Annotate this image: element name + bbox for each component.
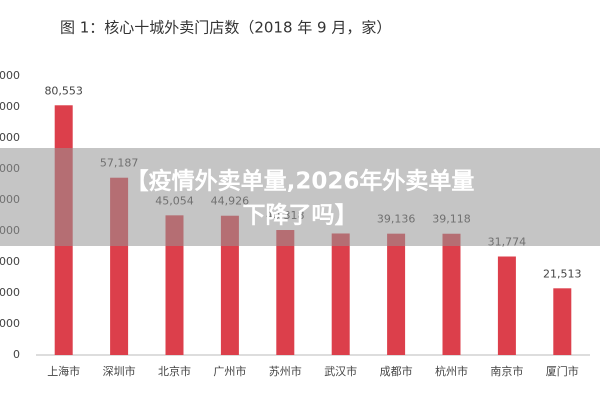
banner-text: 下降了吗】 xyxy=(243,203,358,229)
value-label: 80,553 xyxy=(44,84,83,97)
x-tick-label: 深圳市 xyxy=(103,364,136,378)
bar xyxy=(165,215,184,355)
y-tick-label: 30,000 xyxy=(0,255,20,268)
bar xyxy=(331,233,350,355)
bar xyxy=(276,230,295,355)
y-tick-label: 70,000 xyxy=(0,131,20,144)
banner-band xyxy=(0,148,600,246)
bar xyxy=(497,256,516,355)
bar xyxy=(220,215,239,355)
bar xyxy=(442,233,461,355)
bar xyxy=(553,288,572,355)
value-label: 21,513 xyxy=(543,267,582,280)
y-tick-label: 20,000 xyxy=(0,286,20,299)
x-tick-label: 杭州市 xyxy=(435,364,468,378)
y-tick-label: 90,000 xyxy=(0,69,20,82)
y-tick-label: 10,000 xyxy=(0,317,20,330)
x-tick-label: 苏州市 xyxy=(269,364,302,378)
x-tick-label: 北京市 xyxy=(158,364,191,378)
x-tick-label: 上海市 xyxy=(47,364,80,378)
x-tick-label: 成都市 xyxy=(380,364,413,378)
y-tick-label: 0 xyxy=(13,348,20,361)
x-tick-label: 厦门市 xyxy=(546,364,579,378)
chart-title: 图 1：核心十城外卖门店数（2018 年 9 月，家） xyxy=(60,19,391,37)
bar xyxy=(387,233,406,355)
y-tick-label: 80,000 xyxy=(0,100,20,113)
x-tick-label: 武汉市 xyxy=(324,364,357,378)
banner-text: 【疫情外卖单量,2026年外卖单量 xyxy=(126,168,475,195)
x-tick-label: 南京市 xyxy=(490,364,523,378)
x-tick-label: 广州市 xyxy=(213,364,246,378)
